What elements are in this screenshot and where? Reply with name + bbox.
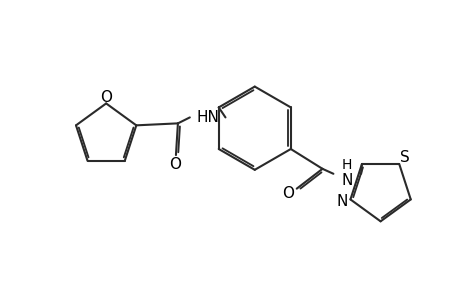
Text: HN: HN [196, 110, 218, 125]
Text: O: O [281, 186, 293, 201]
Text: H: H [341, 158, 352, 172]
Text: O: O [100, 90, 112, 105]
Text: S: S [399, 149, 409, 164]
Text: O: O [168, 158, 180, 172]
Text: N: N [336, 194, 347, 209]
Text: N: N [341, 173, 352, 188]
